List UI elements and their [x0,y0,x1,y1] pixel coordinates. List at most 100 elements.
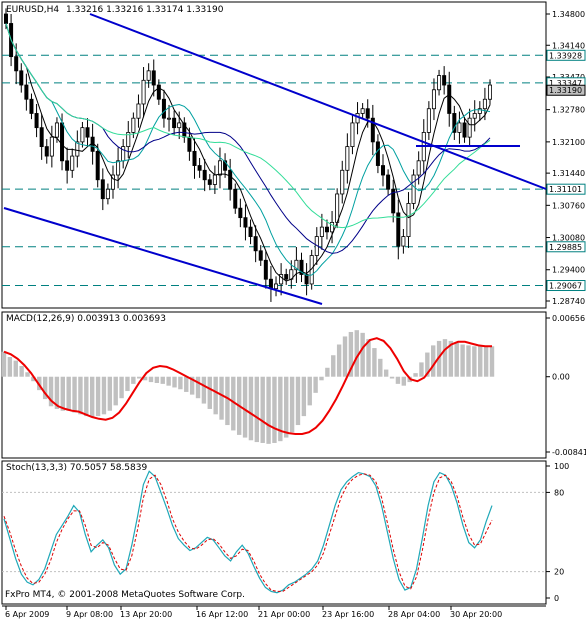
macd-histogram-bar [284,376,289,438]
candle-body [411,174,416,204]
candle-body [452,113,457,133]
macd-histogram-bar [425,352,430,377]
macd-histogram-bar [78,376,83,415]
candle-body [457,122,462,133]
candle-body [126,131,131,148]
copyright-text: FxPro MT4, © 2001-2008 MetaQuotes Softwa… [5,590,245,600]
candle-body [355,113,360,124]
price-axis-label: 1.34140 [552,41,585,50]
price-pane[interactable] [2,8,547,305]
candle-body [100,179,105,200]
candle-body [416,160,421,176]
stoch-main-line [3,470,493,594]
candle-body [294,259,299,271]
price-level-label: 1.29885 [549,243,582,252]
time-axis-label: 13 Apr 20:00 [120,610,172,619]
macd-pane[interactable] [1,330,495,444]
macd-histogram-bar [189,376,195,395]
price-level-label: 1.33347 [549,79,582,88]
main-header-symbol: EURUSD,H4 [6,5,59,15]
candle-body [65,160,70,171]
price-level-label: 1.29067 [549,282,582,291]
main-header-ohlc: 1.33216 1.33216 1.33174 1.33190 [66,5,224,15]
macd-histogram-bar [419,362,424,377]
macd-histogram-bar [413,373,418,377]
time-axis-label: 30 Apr 20:00 [450,610,502,619]
time-axis-label: 28 Apr 04:00 [388,610,440,619]
candle-body [319,226,324,237]
macd-axis-label: -0.00841 [552,448,586,457]
candle-body [284,274,289,280]
macd-histogram-bar [325,367,330,377]
macd-histogram-bar [319,376,324,381]
price-axis-label: 1.32100 [552,138,585,147]
candle-body [207,179,212,185]
price-axis-label: 1.30080 [552,234,585,243]
candle-body [75,141,80,157]
macd-histogram-bar [95,376,101,417]
candle-body [482,98,487,110]
macd-histogram-bar [466,345,471,377]
macd-histogram-bar [336,344,342,377]
stoch-axis-label: 0 [554,594,559,603]
macd-histogram-bar [84,376,89,417]
macd-histogram-bar [207,376,212,409]
stoch-axis-label: 20 [554,568,564,577]
candle-body [156,84,161,100]
macd-histogram-bar [331,355,336,377]
candle-body [340,169,345,195]
macd-histogram-bar [460,344,465,377]
macd-histogram-bar [389,376,395,379]
macd-axis-label: 0.00656 [552,314,585,323]
price-axis-label: 1.28740 [552,297,585,306]
macd-histogram-bar [201,376,207,404]
ma-fast-line [5,23,491,282]
macd-histogram-bar [478,346,483,377]
candle-body [116,160,121,176]
candle-body [360,108,365,114]
macd-histogram-bar [154,376,160,383]
candle-body [80,127,85,143]
candle-body [401,236,406,247]
stoch-axis-label: 100 [554,462,569,471]
candle-body [228,169,233,190]
macd-histogram-bar [125,376,130,392]
candle-body [467,117,472,138]
macd-histogram-bar [278,376,283,442]
price-level-label: 1.33190 [549,86,582,95]
candle-body [223,160,228,171]
macd-histogram-bar [354,330,359,377]
macd-histogram-bar [25,372,30,377]
macd-histogram-bar [184,376,189,392]
macd-histogram-bar [442,339,448,377]
macd-histogram-bar [483,346,489,377]
stoch-axis-label: 80 [554,488,564,497]
candle-body [136,103,141,119]
candle-body [131,117,136,133]
macd-histogram-bar [89,376,95,418]
price-level-label: 1.31101 [549,185,582,194]
ma-mid-line [5,23,491,276]
candle-body [151,70,156,86]
candle-body [324,226,329,233]
time-axis-label: 9 Apr 08:00 [66,610,113,619]
macd-histogram-bar [301,376,307,417]
ma-long-line [5,23,491,229]
stoch-header: Stoch(13,3,3) 70.5057 58.5839 [6,463,147,473]
macd-histogram-bar [66,376,71,411]
macd-histogram-bar [113,376,118,406]
candle-body [105,188,110,200]
candle-body [406,203,411,237]
macd-histogram-bar [48,376,54,407]
channel-lower-line [3,207,323,305]
candle-body [44,146,49,157]
candle-body [14,56,19,72]
stochastic-pane[interactable] [2,470,546,594]
macd-histogram-bar [254,376,260,443]
candle-body [487,84,492,100]
macd-histogram-bar [19,365,24,377]
candle-body [391,188,396,214]
macd-histogram-bar [378,358,383,377]
macd-histogram-bar [266,376,271,444]
